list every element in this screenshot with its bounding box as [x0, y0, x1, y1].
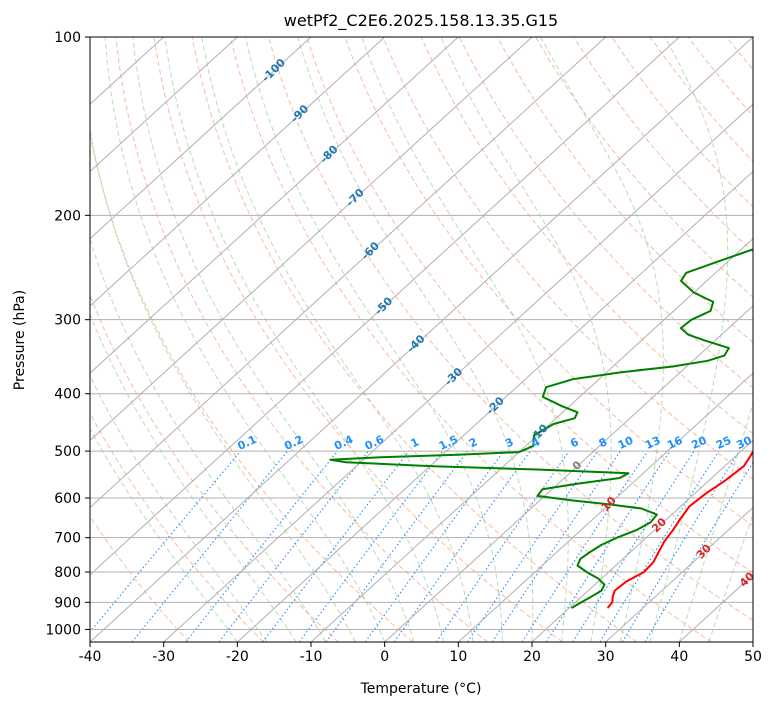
y-tick-label: 300 [54, 313, 81, 329]
x-tick-label: -40 [79, 649, 102, 665]
mixing-ratio-line [262, 450, 410, 642]
mixing-ratio-label: 16 [665, 434, 685, 452]
mixing-ratio-lines [90, 450, 753, 642]
isotherm-line [90, 37, 753, 642]
moist-adiabat-line [90, 374, 268, 642]
mixing-ratio-line [364, 450, 505, 642]
isotherm-line [531, 439, 753, 642]
isotherm-line [90, 37, 386, 307]
isotherm-line [236, 170, 753, 642]
dry-adiabat-line [153, 37, 563, 642]
x-tick-label: 50 [744, 649, 762, 665]
moist-adiabat-line [132, 37, 415, 642]
mixing-ratio-line [545, 450, 671, 642]
moist-adiabat-line [245, 37, 503, 642]
moist-adiabat-line [678, 401, 753, 642]
mixing-ratio-label: 20 [689, 434, 709, 452]
y-tick-label: 800 [54, 565, 81, 581]
mixing-ratio-label: 25 [714, 434, 733, 452]
dry-adiabat-line [306, 37, 753, 574]
y-tick-label: 100 [54, 30, 81, 46]
isotherm-line [90, 37, 607, 509]
isotherm-line [90, 37, 312, 240]
isotherm-line [90, 37, 459, 374]
x-tick-label: 10 [449, 649, 467, 665]
y-tick-label: 500 [54, 444, 81, 460]
x-tick-label: -10 [300, 649, 323, 665]
y-tick-label: 900 [54, 595, 81, 611]
moist-adiabat-line [90, 125, 356, 642]
y-tick-label: 1000 [45, 622, 81, 638]
moist-adiabat-line [649, 37, 729, 642]
mixing-ratio-line [572, 450, 695, 642]
x-tick-label: 30 [597, 649, 615, 665]
y-tick-label: 200 [54, 208, 81, 224]
mixing-ratio-line [185, 450, 339, 642]
isotherm-line [90, 37, 533, 442]
mixing-ratio-line [131, 450, 289, 642]
y-tick-label: 400 [54, 387, 81, 403]
dry-adiabat-line [535, 37, 753, 298]
isotherm-line [384, 305, 753, 642]
dewpoint-trace [329, 248, 753, 609]
isotherm-line [163, 103, 753, 642]
dry-adiabat-line [191, 37, 638, 642]
x-axis: -40 -30 -20 -10 0 10 20 30 40 50 [79, 642, 762, 665]
isotherm-line [90, 37, 680, 576]
moist-adiabat-line [201, 37, 474, 642]
moist-adiabat-line [361, 37, 569, 642]
mixing-ratio-line [521, 450, 649, 642]
dry-adiabat-line [420, 37, 753, 435]
isotherm-line [457, 372, 753, 642]
mixing-ratio-label: 10 [616, 434, 636, 452]
mixing-ratio-line [90, 450, 242, 633]
dry-adiabat-line [382, 37, 753, 481]
dry-adiabat-line [90, 412, 264, 642]
temperature-trace [606, 449, 753, 609]
isotherm-line [605, 506, 753, 642]
y-tick-label: 600 [54, 491, 81, 507]
y-axis: 100 200 300 400 500 600 700 800 900 1000 [45, 30, 90, 638]
x-tick-label: -20 [226, 649, 249, 665]
isotherm-line [310, 237, 753, 642]
moist-adiabat-line [90, 237, 327, 642]
moist-adiabat-line [164, 37, 445, 642]
moist-adiabat-line [440, 37, 612, 642]
dry-adiabat-line [115, 37, 488, 642]
dry-adiabat-line [496, 37, 753, 344]
mixing-ratio-line [491, 450, 621, 642]
x-tick-label: 0 [380, 649, 389, 665]
moist-adiabat-line [540, 37, 664, 642]
x-axis-label: Temperature (°C) [360, 681, 482, 697]
plot-frame [89, 36, 754, 643]
isotherm-line [90, 37, 238, 173]
plot-area: -100-90-80-70-60-50-40-30-20-10010203040… [90, 37, 754, 642]
moist-adiabat-line [90, 313, 297, 642]
isotherms [90, 37, 753, 642]
x-tick-label: 40 [670, 649, 688, 665]
moist-adiabat-line [90, 427, 238, 642]
x-tick-label: -30 [152, 649, 175, 665]
mixing-ratio-label: 30 [734, 434, 754, 452]
mixing-ratio-line [325, 450, 468, 642]
mixing-ratio-line [621, 450, 740, 642]
mixing-ratio-line [298, 450, 444, 642]
mixing-ratio-line [435, 450, 570, 642]
dry-adiabat-line [268, 37, 753, 622]
x-tick-label: 20 [523, 649, 541, 665]
mixing-ratio-label: 13 [643, 434, 662, 452]
y-axis-label: Pressure (hPa) [12, 290, 28, 390]
chart-title: wetPf2_C2E6.2025.158.13.35.G15 [284, 11, 558, 31]
moist-adiabat-line [297, 37, 534, 642]
y-tick-label: 700 [54, 531, 81, 547]
sounding-traces [329, 248, 753, 609]
mixing-ratio-line [467, 450, 599, 642]
